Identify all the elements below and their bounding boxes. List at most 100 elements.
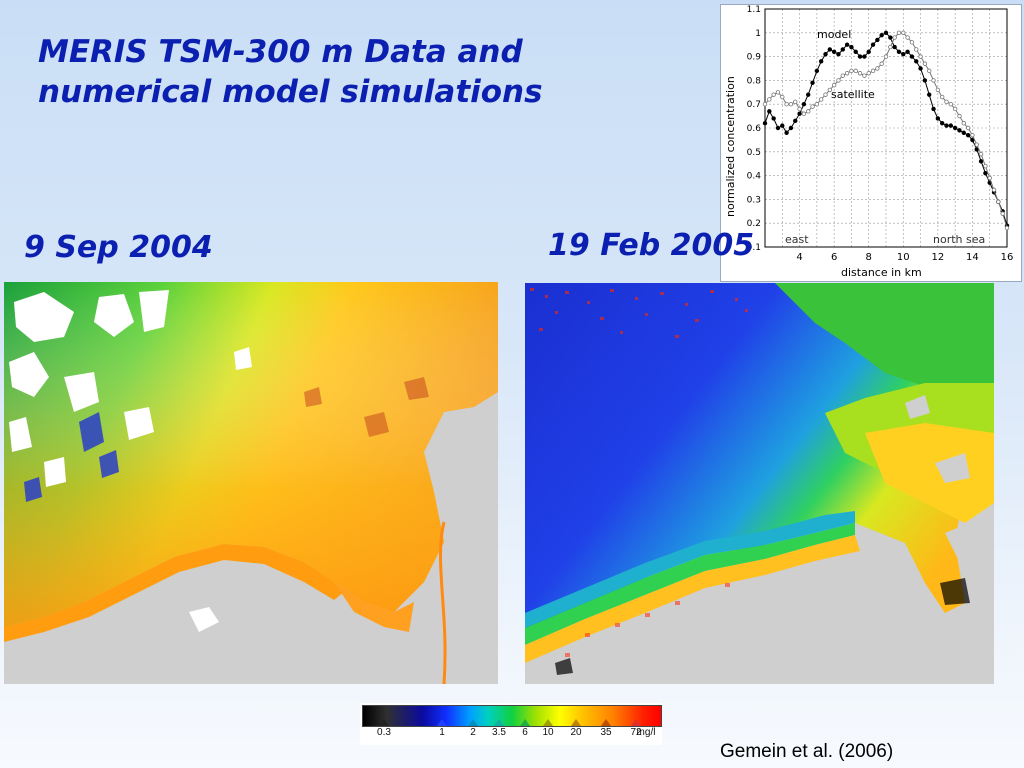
- slide-title-line-2: numerical model simulations: [38, 74, 543, 110]
- chart-y-tick-label: 0.9: [747, 53, 762, 63]
- chart-series: [762, 30, 1010, 231]
- data-point-satellite: [780, 94, 785, 100]
- data-point-model: [762, 121, 768, 126]
- annotation-north-sea: north sea: [933, 233, 985, 246]
- data-point-satellite: [978, 151, 984, 157]
- data-point-satellite: [952, 106, 958, 112]
- data-point-satellite: [806, 109, 811, 114]
- data-point-model: [918, 66, 923, 71]
- data-point-satellite: [983, 163, 988, 169]
- data-point-model: [870, 42, 876, 47]
- data-point-satellite: [970, 132, 975, 138]
- data-point-satellite: [831, 82, 837, 88]
- data-point-model: [931, 106, 936, 112]
- chart-x-tick-label: 8: [866, 252, 872, 263]
- chart-axes: [764, 8, 1008, 248]
- chart-x-tick-label: 14: [966, 252, 979, 263]
- colorbar-tick-label: 10: [542, 727, 554, 738]
- data-point-model: [905, 49, 910, 55]
- data-point-satellite: [1004, 225, 1010, 231]
- data-point-model: [892, 44, 897, 50]
- chart-tick-labels: 4 6 8 10 12 14 16 0.1 0.2 0.3 0.4 0.5 0.6 0.7 0.8 0.9 1 1…: [747, 5, 1014, 263]
- colorbar-gradient: [362, 705, 662, 727]
- chart-x-tick-label: 6: [831, 252, 837, 263]
- data-point-model: [771, 116, 776, 121]
- chart-x-tick-label: 12: [931, 252, 944, 263]
- data-point-model: [806, 92, 811, 97]
- data-point-model: [767, 109, 772, 114]
- data-point-model: [780, 123, 785, 128]
- data-point-model: [952, 125, 958, 131]
- chart-y-tick-label: 1.1: [747, 5, 761, 15]
- data-point-satellite: [901, 30, 906, 35]
- series-label-model: model: [817, 28, 851, 41]
- data-point-satellite: [965, 125, 971, 131]
- chart-x-tick-label: 10: [897, 252, 910, 263]
- data-point-model: [965, 132, 971, 138]
- data-point-satellite: [762, 101, 768, 107]
- data-point-model: [939, 121, 945, 126]
- slide-title-line-1: MERIS TSM-300 m Data and: [38, 34, 523, 70]
- data-point-model: [793, 118, 798, 124]
- chart-y-tick-label: 0.3: [747, 195, 761, 205]
- data-point-model: [914, 59, 919, 64]
- data-point-satellite: [801, 111, 807, 116]
- data-point-satellite: [857, 71, 863, 76]
- data-point-satellite: [957, 113, 962, 119]
- data-point-model: [957, 128, 962, 133]
- data-point-model: [814, 68, 820, 74]
- data-point-model: [883, 30, 889, 35]
- data-point-model: [849, 44, 854, 50]
- data-point-model: [801, 101, 807, 107]
- data-point-model: [840, 47, 845, 52]
- data-point-model: [866, 49, 871, 55]
- data-point-satellite: [862, 73, 867, 78]
- colorbar-unit: mg/l: [636, 727, 656, 738]
- data-point-satellite: [767, 97, 772, 102]
- data-point-satellite: [909, 40, 915, 45]
- concentration-chart: 4 6 8 10 12 14 16 0.1 0.2 0.3 0.4 0.5 0.6 0.7 0.8 0.9 1 1…: [720, 4, 1022, 282]
- data-point-satellite: [892, 35, 897, 40]
- data-point-model: [862, 54, 867, 59]
- data-point-model: [788, 125, 794, 131]
- data-point-model: [784, 130, 789, 135]
- data-point-model: [901, 52, 906, 57]
- slide-title: MERIS TSM-300 m Data and numerical model…: [38, 32, 638, 112]
- chart-x-tick-label: 4: [796, 252, 802, 263]
- colorbar-tick-label: 1: [439, 727, 445, 738]
- chart-y-tick-label: 0.2: [747, 219, 761, 229]
- data-point-satellite: [883, 54, 889, 59]
- speckle-pattern: [530, 288, 748, 338]
- data-point-model: [831, 49, 837, 55]
- colorbar-marker: [494, 719, 504, 726]
- chart-y-tick-label: 1: [755, 29, 761, 39]
- data-point-satellite: [935, 87, 941, 93]
- data-point-satellite: [927, 68, 932, 74]
- data-point-model: [961, 130, 966, 135]
- chart-y-axis-label: normalized concentration: [724, 76, 737, 217]
- data-point-satellite: [1000, 211, 1005, 216]
- chart-y-tick-label: 0.4: [747, 172, 762, 182]
- data-point-satellite: [931, 78, 936, 83]
- data-point-model: [909, 54, 915, 59]
- tsm-colorbar-legend: 0.3 1 2 3.5 6 10 20 35 72 mg/l: [360, 703, 662, 745]
- colorbar-tick-label: 20: [570, 727, 582, 738]
- data-point-satellite: [793, 99, 798, 105]
- chart-y-tick-label: 0.6: [747, 124, 762, 134]
- colorbar-tick-label: 0.3: [377, 727, 391, 738]
- colorbar-marker: [601, 719, 611, 726]
- data-point-satellite: [814, 101, 820, 107]
- data-point-satellite: [784, 101, 789, 107]
- data-point-satellite: [875, 66, 880, 71]
- data-point-satellite: [961, 121, 966, 126]
- data-point-model: [927, 92, 932, 97]
- data-point-satellite: [849, 68, 854, 74]
- data-point-model: [935, 116, 941, 121]
- data-point-satellite: [944, 99, 949, 105]
- data-point-satellite: [914, 47, 919, 52]
- data-point-satellite: [974, 142, 979, 147]
- data-point-satellite: [939, 94, 945, 100]
- data-point-model: [983, 171, 988, 176]
- data-point-model: [896, 49, 902, 55]
- chart-x-tick-label: 16: [1001, 252, 1014, 263]
